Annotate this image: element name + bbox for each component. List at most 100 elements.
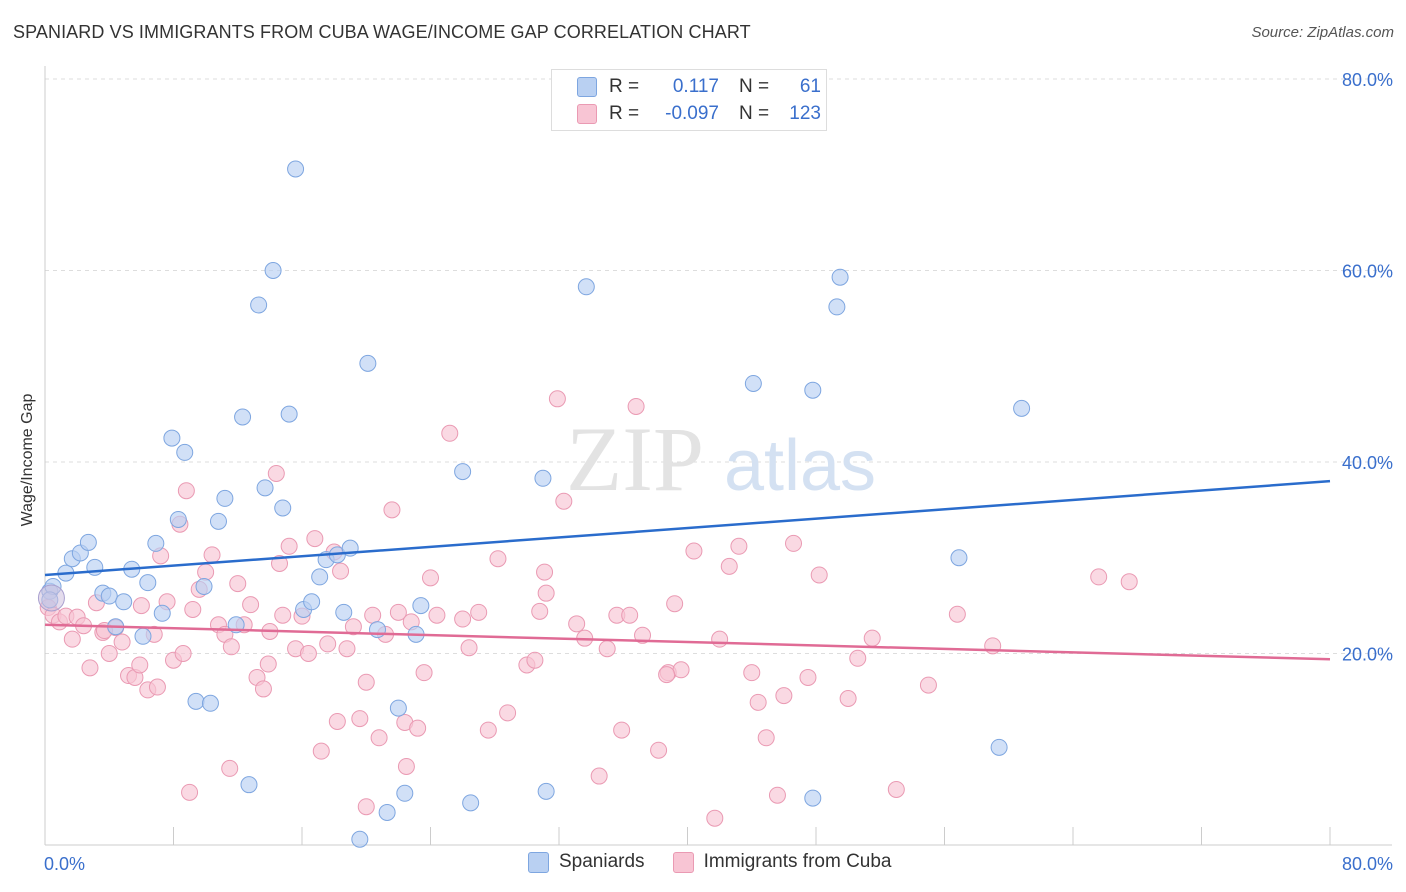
spaniard-point	[950, 549, 968, 567]
cluster-point	[37, 584, 65, 612]
spaniard-point	[100, 587, 118, 605]
cuba-point	[650, 741, 668, 759]
spaniard-point	[79, 533, 97, 551]
series-spaniards	[37, 160, 1031, 848]
cuba-point	[555, 492, 573, 510]
spaniard-point	[195, 577, 213, 595]
spaniard-point	[368, 621, 386, 639]
spaniard-point	[831, 268, 849, 286]
cuba-point	[799, 668, 817, 686]
cuba-point	[749, 693, 767, 711]
cuba-point	[536, 563, 554, 581]
gridlines	[45, 78, 1392, 654]
cuba-point	[526, 651, 544, 669]
tick-labels: 20.0% 40.0% 60.0% 80.0% 0.0% 80.0%	[44, 70, 1393, 874]
cuba-point	[357, 673, 375, 691]
cuba-point	[306, 530, 324, 548]
cuba-point	[174, 645, 192, 662]
cuba-point	[229, 575, 247, 593]
spaniard-point	[209, 512, 227, 530]
cuba-point	[810, 566, 828, 584]
legend-swatch-cuba	[672, 851, 694, 873]
spaniard-point	[378, 803, 396, 821]
legend-n-value: 61	[799, 76, 821, 97]
legend-n-value: 123	[789, 103, 821, 124]
cuba-point	[479, 721, 497, 739]
x-tick-label: 0.0%	[44, 854, 85, 874]
cuba-point	[389, 603, 407, 621]
cuba-point	[259, 655, 277, 673]
cuba-point	[454, 610, 472, 628]
spaniard-point	[250, 296, 268, 314]
spaniard-point	[311, 568, 329, 586]
spaniard-point	[389, 699, 407, 717]
cuba-point	[328, 712, 346, 730]
spaniard-point	[234, 408, 252, 426]
cuba-point	[1090, 568, 1108, 586]
trend-line-spaniards	[44, 479, 1331, 577]
cuba-point	[730, 537, 748, 555]
cuba-point	[537, 584, 555, 602]
cuba-point	[344, 618, 362, 636]
cuba-point	[319, 635, 337, 653]
legend-item-spaniards[interactable]: Spaniards	[528, 851, 645, 873]
spaniard-point	[256, 479, 274, 497]
cuba-point	[757, 729, 775, 747]
cuba-point	[131, 656, 149, 674]
cuba-point	[621, 606, 639, 624]
spaniard-point	[303, 593, 321, 611]
watermark-atlas: atlas	[724, 426, 876, 506]
legend-n-label: N =	[739, 76, 770, 97]
cuba-point	[499, 704, 517, 722]
cuba-point	[409, 719, 427, 737]
cuba-point	[460, 639, 478, 657]
cuba-point	[280, 537, 298, 555]
chart-title: SPANIARD VS IMMIGRANTS FROM CUBA WAGE/IN…	[13, 22, 751, 42]
cuba-point	[299, 645, 317, 662]
cuba-point	[598, 640, 616, 658]
cuba-point	[254, 680, 272, 698]
cuba-point	[132, 597, 150, 615]
cuba-point	[100, 645, 118, 662]
cuba-point	[531, 602, 549, 620]
legend-r-value: -0.097	[665, 103, 719, 124]
spaniard-point	[147, 534, 165, 552]
spaniard-point	[134, 627, 152, 645]
cuba-point	[364, 606, 382, 624]
spaniard-point	[115, 593, 133, 611]
cuba-point	[887, 780, 905, 798]
spaniard-point	[359, 354, 377, 372]
legend-label-cuba: Immigrants from Cuba	[703, 851, 892, 872]
cuba-point	[271, 554, 289, 572]
cuba-point	[428, 606, 446, 624]
cuba-point	[148, 678, 166, 696]
cuba-point	[775, 687, 793, 705]
cuba-point	[666, 595, 684, 613]
spaniard-point	[287, 160, 305, 178]
legend-row-spaniards: R = 0.117 N = 61	[577, 75, 821, 99]
cuba-point	[948, 605, 966, 623]
spaniard-point	[335, 603, 353, 621]
cuba-point	[568, 615, 586, 633]
cuba-point	[658, 666, 676, 684]
legend-item-cuba[interactable]: Immigrants from Cuba	[672, 851, 892, 873]
spaniard-point	[454, 463, 472, 481]
cuba-point	[397, 757, 415, 775]
spaniard-point	[412, 597, 430, 615]
spaniard-point	[201, 694, 219, 712]
spaniard-point	[828, 298, 846, 316]
y-axis-label: Wage/Income Gap	[19, 393, 36, 527]
cuba-point	[221, 759, 239, 777]
cuba-point	[422, 569, 439, 587]
watermark-zip: ZIP	[566, 408, 704, 510]
spaniard-point	[274, 499, 292, 517]
spaniard-point	[804, 381, 822, 399]
spaniard-point	[187, 692, 205, 710]
cuba-point	[785, 534, 803, 552]
spaniard-point	[153, 604, 171, 622]
cuba-point	[63, 630, 81, 648]
spaniard-point	[534, 469, 552, 487]
cuba-point	[743, 664, 761, 682]
cuba-point	[383, 501, 401, 519]
